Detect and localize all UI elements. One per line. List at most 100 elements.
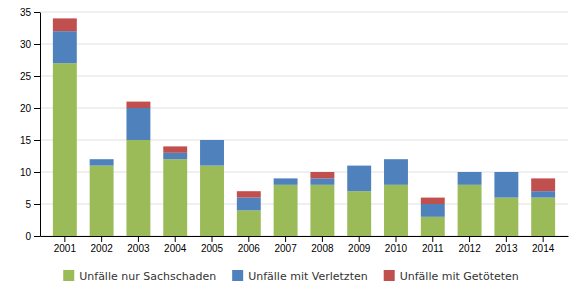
bar [347, 165, 371, 166]
tick: 10 [20, 167, 40, 178]
bar [494, 198, 518, 236]
bar [237, 198, 261, 211]
y-axis: 05101520253035 [20, 7, 41, 242]
bar [126, 108, 150, 140]
bar [421, 198, 445, 204]
tick-mark [175, 236, 176, 242]
tick: 5 [25, 199, 40, 210]
bar [274, 178, 298, 179]
legend-swatch [384, 270, 395, 281]
tick-mark [138, 236, 139, 242]
bar [384, 159, 408, 160]
tick: 2014 [532, 236, 555, 254]
tick: 2008 [311, 236, 334, 254]
bar [200, 166, 224, 236]
tick-mark [469, 236, 470, 242]
grid-line [40, 44, 568, 45]
tick-mark [248, 236, 249, 242]
bar [163, 159, 187, 236]
tick-mark [34, 44, 40, 45]
bar [310, 172, 334, 178]
bar [163, 146, 187, 152]
tick-mark [101, 236, 102, 242]
bar [421, 217, 445, 236]
bar [347, 191, 371, 236]
tick: 2004 [164, 236, 187, 254]
tick: 2007 [274, 236, 297, 254]
plot: 2001200220032004200520062007200820092010… [20, 7, 569, 254]
bar [237, 191, 261, 197]
bar [274, 185, 298, 236]
tick-label: 2012 [458, 243, 481, 254]
bar [237, 210, 261, 236]
tick: 2009 [348, 236, 371, 254]
legend-label: Unfälle mit Verletzten [248, 270, 368, 283]
bar [53, 18, 77, 31]
bar [494, 172, 518, 198]
tick: 2006 [238, 236, 261, 254]
grid-line [40, 108, 568, 109]
legend-item: Unfälle mit Getöteten [384, 270, 519, 283]
tick-mark [543, 236, 544, 242]
tick-label: 2004 [164, 243, 187, 254]
bar [200, 140, 224, 141]
legend-swatch [63, 270, 74, 281]
tick-mark [64, 236, 65, 242]
bar [53, 63, 77, 236]
tick-mark [34, 12, 40, 13]
tick: 2011 [422, 236, 444, 254]
tick: 35 [20, 7, 40, 18]
tick-label: 2001 [54, 243, 77, 254]
tick-label: 2009 [348, 243, 371, 254]
grid-line [40, 236, 568, 237]
series [53, 63, 555, 236]
bar [458, 185, 482, 236]
tick-mark [34, 108, 40, 109]
tick-label: 2014 [532, 243, 555, 254]
bar [90, 166, 114, 236]
tick-label: 2013 [495, 243, 518, 254]
tick: 0 [25, 231, 40, 242]
tick-label: 2006 [238, 243, 261, 254]
bar [531, 198, 555, 236]
bar [494, 172, 518, 173]
tick-mark [34, 76, 40, 77]
tick: 2002 [91, 236, 114, 254]
bar [200, 140, 224, 166]
grid [40, 12, 568, 236]
tick: 2012 [458, 236, 481, 254]
bar [458, 172, 482, 185]
tick-label: 15 [20, 135, 32, 146]
axis-line [40, 13, 41, 237]
tick: 2001 [54, 236, 77, 254]
bar [531, 191, 555, 197]
tick-label: 25 [20, 71, 32, 82]
bar [53, 31, 77, 63]
bars [53, 18, 555, 236]
tick-label: 2002 [91, 243, 114, 254]
tick-label: 2011 [422, 243, 444, 254]
legend-label: Unfälle nur Sachschaden [79, 270, 216, 283]
legend: Unfälle nur Sachschaden Unfälle mit Verle… [63, 270, 519, 283]
legend-swatch [232, 270, 243, 281]
tick-label: 30 [20, 39, 32, 50]
grid-line [40, 12, 568, 13]
tick-mark [34, 140, 40, 141]
tick-label: 35 [20, 7, 32, 18]
bar [126, 140, 150, 236]
tick-label: 2008 [311, 243, 334, 254]
x-axis: 2001200220032004200520062007200820092010… [41, 236, 569, 254]
axis-line [41, 236, 569, 237]
series [53, 18, 555, 204]
tick-mark [395, 236, 396, 242]
bar [310, 185, 334, 236]
grid-line [40, 76, 568, 77]
bar [126, 102, 150, 108]
tick-label: 10 [20, 167, 32, 178]
tick-label: 2003 [127, 243, 150, 254]
tick-mark [359, 236, 360, 242]
grid-line [40, 172, 568, 173]
tick: 2013 [495, 236, 518, 254]
bar [274, 178, 298, 184]
legend-label: Unfälle mit Getöteten [400, 270, 519, 283]
